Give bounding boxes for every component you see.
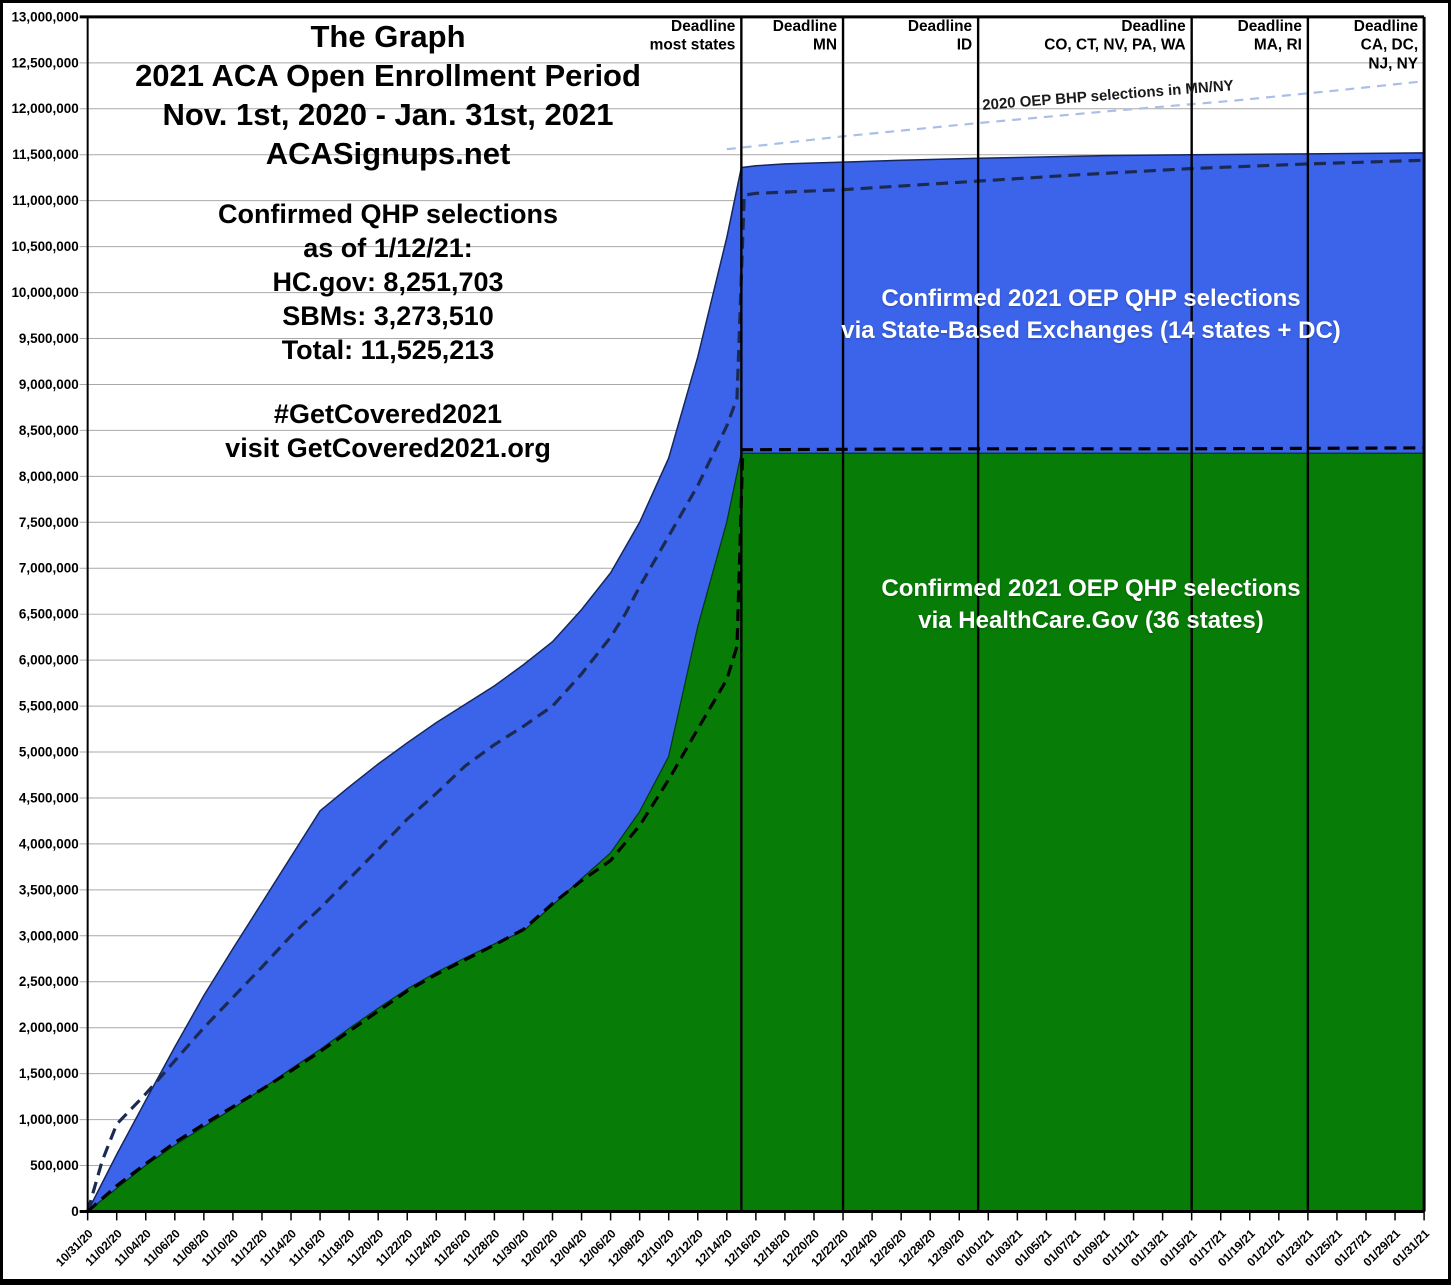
y-axis-label: 12,500,000 xyxy=(11,55,78,70)
y-axis-label: 3,500,000 xyxy=(19,882,79,897)
stats-sbm: SBMs: 3,273,510 xyxy=(282,301,494,331)
deadline-label-12/22/20: Deadline MN xyxy=(773,18,838,54)
stats-block: Confirmed QHP selections as of 1/12/21: … xyxy=(93,197,683,367)
deadline-label-12/31/20: Deadline ID xyxy=(908,18,973,54)
y-axis-label: 0 xyxy=(71,1204,78,1219)
y-axis-label: 7,000,000 xyxy=(19,561,79,576)
y-axis-label: 12,000,000 xyxy=(11,101,78,116)
deadline-label-01/23/21: Deadline MA, RI xyxy=(1238,18,1303,54)
chart-title: The Graph xyxy=(310,19,466,54)
deadline-label-01/15/21: Deadline CO, CT, NV, PA, WA xyxy=(1044,18,1186,54)
y-axis-label: 1,000,000 xyxy=(19,1112,79,1127)
y-axis-label: 13,000,000 xyxy=(11,9,78,24)
chart-plot-svg: 0 500,000 1,000,000 1,500,000 2,000,000 2,500… xyxy=(11,9,1432,1269)
chart-source: ACASignups.net xyxy=(265,136,511,171)
sbm-area-label-line1: Confirmed 2021 OEP QHP selections xyxy=(881,285,1301,312)
y-axis-label: 6,500,000 xyxy=(19,607,79,622)
stats-heading: Confirmed QHP selections xyxy=(217,199,559,229)
hcgov-area-label: Confirmed 2021 OEP QHP selections via He… xyxy=(761,573,1421,637)
y-axis-label: 4,000,000 xyxy=(19,836,79,851)
y-axis-label: 1,500,000 xyxy=(19,1066,79,1081)
stats-hcgov: HC.gov: 8,251,703 xyxy=(272,267,504,297)
hcgov-area-label-line1: Confirmed 2021 OEP QHP selections xyxy=(881,575,1301,602)
y-axis-label: 4,500,000 xyxy=(19,790,79,805)
y-axis-label: 10,500,000 xyxy=(11,239,78,254)
chart-subtitle: 2021 ACA Open Enrollment Period xyxy=(135,58,641,93)
promo-url: visit GetCovered2021.org xyxy=(225,433,551,463)
y-axis-label: 11,000,000 xyxy=(12,193,78,208)
y-axis-label: 9,000,000 xyxy=(19,377,79,392)
y-axis-label: 8,500,000 xyxy=(19,423,79,438)
y-axis-label: 5,500,000 xyxy=(19,699,79,714)
y-axis-label: 11,500,000 xyxy=(12,147,78,162)
hcgov-2020-dashed-line xyxy=(86,446,1425,1213)
stats-total: Total: 11,525,213 xyxy=(281,335,495,365)
y-axis-label: 3,000,000 xyxy=(19,928,79,943)
y-axis-label: 8,000,000 xyxy=(19,469,79,484)
y-axis-label: 500,000 xyxy=(30,1158,79,1173)
hcgov-area xyxy=(86,452,1425,1212)
chart-title-block: The Graph 2021 ACA Open Enrollment Perio… xyxy=(93,17,683,465)
sbm-area-label: Confirmed 2021 OEP QHP selections via St… xyxy=(761,283,1421,347)
hcgov-area-label-line2: via HealthCare.Gov (36 states) xyxy=(918,607,1264,634)
deadline-label-01/31/21: Deadline CA, DC, NJ, NY xyxy=(1354,18,1419,73)
promo-hashtag: #GetCovered2021 xyxy=(273,399,503,429)
deadline-label-12/15/20: Deadline most states xyxy=(650,18,736,54)
total-2020-dashed-line xyxy=(86,158,1425,1212)
y-axis-label: 7,500,000 xyxy=(19,515,79,530)
promo-block: #GetCovered2021 visit GetCovered2021.org xyxy=(93,397,683,465)
y-axis-label: 9,500,000 xyxy=(19,331,79,346)
sbm-area-label-line2: via State-Based Exchanges (14 states + D… xyxy=(841,317,1341,344)
y-axis-label: 2,500,000 xyxy=(19,974,79,989)
y-axis-label: 6,000,000 xyxy=(19,653,79,668)
stats-asof: as of 1/12/21: xyxy=(303,233,473,263)
chart-date-range: Nov. 1st, 2020 - Jan. 31st, 2021 xyxy=(162,97,614,132)
y-axis-label: 2,000,000 xyxy=(19,1020,79,1035)
y-axis-label: 5,000,000 xyxy=(19,745,79,760)
y-axis-label: 10,000,000 xyxy=(11,285,78,300)
